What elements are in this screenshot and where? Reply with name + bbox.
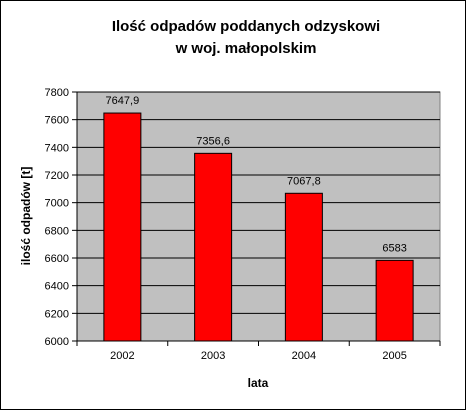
y-tick-label: 7600 bbox=[45, 115, 69, 127]
y-axis-title: ilość odpadów [t] bbox=[19, 167, 33, 266]
y-tick-label: 7000 bbox=[45, 198, 69, 210]
bar-2003 bbox=[194, 152, 233, 342]
data-label-2003: 7356,6 bbox=[196, 135, 230, 147]
data-label-2004: 7067,8 bbox=[287, 175, 321, 187]
y-tick-label: 7200 bbox=[45, 170, 69, 182]
y-tick-label: 6200 bbox=[45, 308, 69, 320]
x-tick-label-2003: 2003 bbox=[201, 350, 225, 362]
bars bbox=[103, 112, 414, 342]
data-labels: 7647,9 7356,6 7067,8 6583 bbox=[106, 95, 407, 254]
y-tick-label: 6400 bbox=[45, 281, 69, 293]
data-label-2005: 6583 bbox=[382, 242, 406, 254]
bar-2004 bbox=[284, 192, 323, 342]
axes: 6000 6200 6400 6600 6800 7000 7200 7400 7600 7800… bbox=[45, 87, 441, 362]
y-tick-label: 7400 bbox=[45, 142, 69, 154]
x-tick-label-2005: 2005 bbox=[382, 350, 406, 362]
data-label-2002: 7647,9 bbox=[106, 95, 140, 107]
bar-2005 bbox=[375, 259, 414, 342]
bar-2002 bbox=[103, 112, 142, 342]
y-tick-label: 7800 bbox=[45, 87, 69, 99]
x-tick-label-2002: 2002 bbox=[110, 350, 134, 362]
chart-title-line-2: w woj. małopolskim bbox=[175, 40, 317, 57]
chart-title-line-1: Ilość odpadów poddanych odzyskowi bbox=[112, 18, 380, 35]
x-tick-label-2004: 2004 bbox=[292, 350, 316, 362]
y-tick-label: 6000 bbox=[45, 336, 69, 348]
y-tick-label: 6800 bbox=[45, 225, 69, 237]
x-axis-title: lata bbox=[248, 376, 269, 390]
y-tick-label: 6600 bbox=[45, 253, 69, 265]
